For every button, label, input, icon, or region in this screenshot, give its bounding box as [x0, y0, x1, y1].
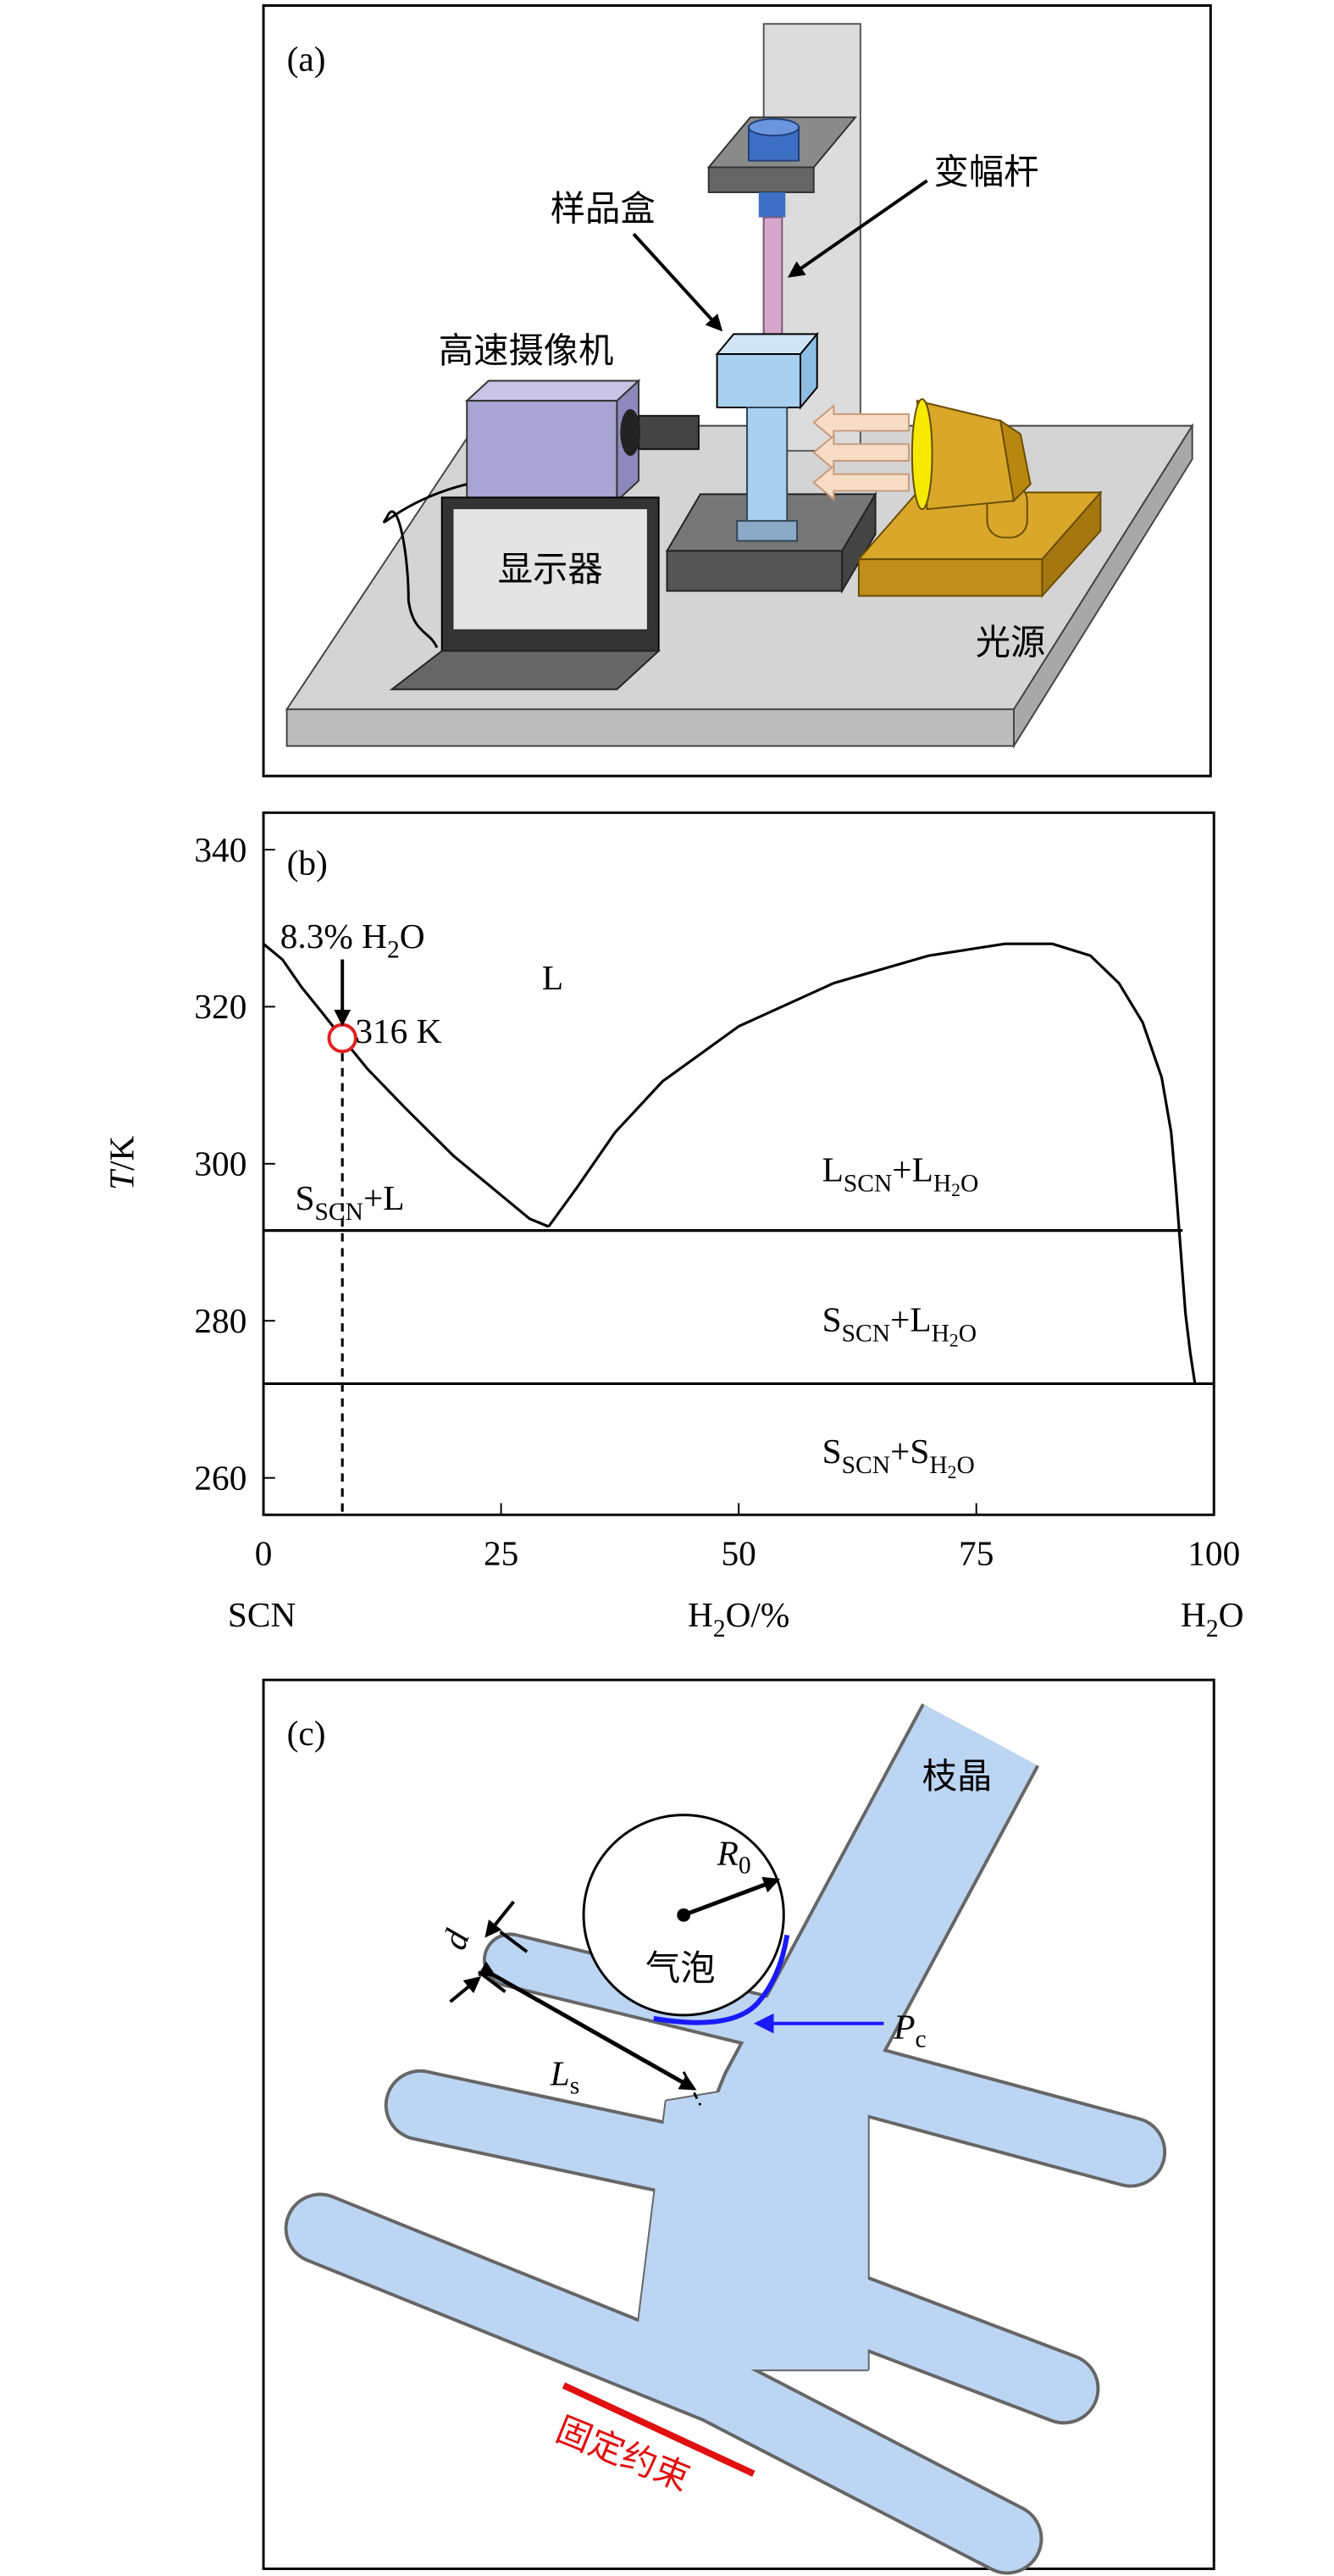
label-part: SCN [228, 1595, 296, 1634]
label-part: 2 [951, 1180, 960, 1200]
label-part: H [688, 1595, 713, 1634]
label-part: +L [892, 1150, 933, 1189]
label-part: 2 [1206, 1615, 1219, 1643]
label-part: H [1181, 1595, 1206, 1634]
label-part: +L [363, 1178, 405, 1217]
label-part: 316 K [355, 1011, 441, 1050]
label-part: H [932, 1321, 949, 1348]
y-tick-label: 260 [194, 1458, 246, 1497]
annotation: LSCN+LH2O [822, 1150, 979, 1201]
annotation: 8.3% H2O [280, 917, 425, 964]
series-line [263, 943, 550, 1228]
label-part: S [295, 1178, 314, 1217]
x-tick-label: 50 [721, 1533, 756, 1572]
panel-label: (b) [287, 843, 328, 883]
label-dendrite: 枝晶 [922, 1756, 993, 1797]
x-end-label: H2O [1181, 1595, 1243, 1643]
x-tick-label: 75 [959, 1533, 994, 1572]
panel-a: (a) 变幅杆 样品盒 高速摄像机 显示器 光源 [262, 4, 1212, 778]
label-part: S [822, 1432, 842, 1471]
label-part: L [822, 1150, 844, 1189]
label-part: /K [102, 1136, 141, 1171]
x-tick-label: 0 [255, 1533, 273, 1572]
label-part: 2 [948, 1462, 957, 1482]
label-part: H [929, 1452, 947, 1479]
label-part: SCN [844, 1170, 892, 1197]
symbol: P [893, 2007, 915, 2046]
annotation: SSCN+LH2O [822, 1300, 977, 1351]
label-part: 2 [713, 1615, 726, 1643]
annotation: 316 K [355, 1011, 441, 1050]
label-light: 光源 [976, 622, 1046, 662]
y-tick-label: 320 [194, 987, 246, 1026]
x-tick-label: 100 [1187, 1533, 1240, 1572]
label-part: O [400, 917, 425, 956]
x-tick-label: 25 [484, 1533, 518, 1572]
label-part: +L [890, 1300, 932, 1339]
y-axis-label: T/K [102, 1136, 141, 1190]
label-part: L [542, 958, 563, 997]
label-part: 2 [387, 937, 400, 964]
label-part: O/% [726, 1595, 790, 1634]
label-length: Ls [550, 2054, 580, 2100]
series-line [547, 942, 1197, 1384]
label-bubble: 气泡 [645, 1948, 716, 1989]
label-part: S [822, 1300, 842, 1339]
panel-c: (c) 枝晶 气泡 R0 d Ls Pc 固定约束 [262, 1678, 1215, 2575]
label-part: O [956, 1452, 974, 1479]
subscript: 0 [739, 1853, 751, 1880]
label-part: T [102, 1168, 141, 1190]
y-tick-label: 280 [194, 1301, 246, 1340]
panel-label: (a) [287, 39, 326, 79]
label-part: H [933, 1170, 951, 1197]
label-horn: 变幅杆 [934, 152, 1039, 192]
label-part: +S [890, 1432, 929, 1471]
annotation: SSCN+L [295, 1178, 404, 1226]
label-part: O [959, 1321, 977, 1348]
label-radius: R0 [717, 1834, 751, 1880]
label-part: SCN [314, 1199, 363, 1226]
subscript: c [916, 2025, 927, 2052]
label-pressure: Pc [893, 2007, 926, 2052]
symbol: R [717, 1834, 739, 1873]
label-sample-box: 样品盒 [551, 189, 656, 230]
label-part: 8.3% H [280, 917, 387, 956]
x-axis-label: H2O/% [688, 1595, 789, 1643]
label-part: SCN [842, 1321, 890, 1348]
label-part: 2 [949, 1330, 959, 1350]
symbol: L [550, 2054, 570, 2093]
label-part: SCN [842, 1452, 890, 1479]
panel-label: (c) [287, 1714, 326, 1753]
label-part: O [1219, 1595, 1244, 1634]
label-camera: 高速摄像机 [439, 330, 614, 371]
marker [327, 1022, 357, 1054]
annotation: L [542, 958, 563, 997]
x-end-label: SCN [228, 1595, 296, 1634]
label-monitor: 显示器 [498, 549, 603, 590]
subscript: s [570, 2072, 580, 2099]
label-part: O [960, 1170, 978, 1197]
annotation: SSCN+SH2O [822, 1432, 975, 1482]
y-tick-label: 340 [194, 830, 246, 869]
y-tick-label: 300 [194, 1144, 246, 1183]
